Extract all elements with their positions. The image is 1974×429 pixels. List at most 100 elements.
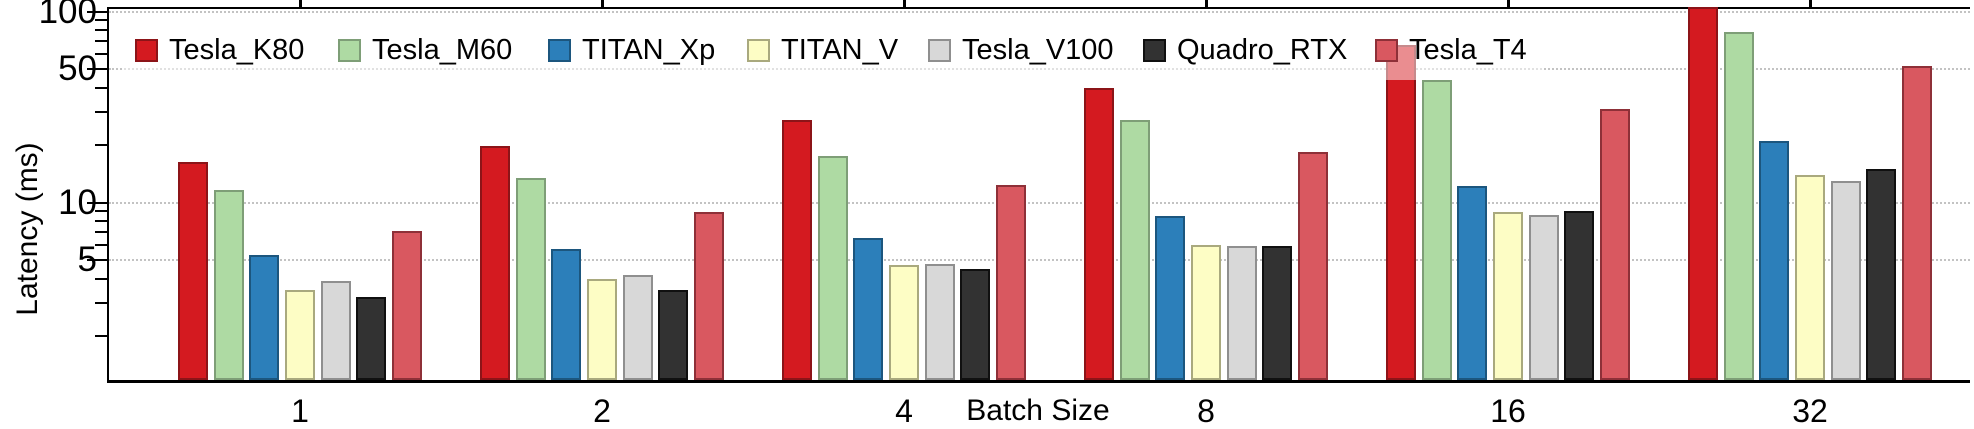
bar-TITAN_V-batch-1	[285, 289, 315, 380]
x-tick-label-8: 8	[1197, 393, 1215, 429]
bar-Tesla_K80-batch-1	[178, 161, 209, 380]
legend-label-Quadro_RTX: Quadro_RTX	[1177, 34, 1348, 66]
y-minor-tick-3	[95, 301, 107, 304]
y-minor-tick-20	[95, 144, 107, 147]
bar-Tesla_K80-batch-32	[1688, 6, 1719, 380]
legend-label-Tesla_M60: Tesla_M60	[372, 34, 513, 66]
legend-label-TITAN_V: TITAN_V	[781, 34, 899, 66]
x-top-tick-2	[600, 0, 604, 7]
bar-Tesla_K80-batch-16	[1386, 44, 1417, 380]
x-top-tick-1	[298, 0, 302, 7]
bar-TITAN_Xp-batch-16	[1457, 185, 1488, 380]
x-tick-label-16: 16	[1490, 393, 1526, 429]
bar-TITAN_V-batch-4	[889, 265, 919, 380]
bar-Tesla_T4-batch-2	[693, 212, 724, 380]
bar-Quadro_RTX-batch-4	[960, 268, 991, 380]
y-minor-tick-4	[95, 277, 107, 280]
legend-swatch-Tesla_K80	[135, 39, 158, 62]
y-minor-tick-80	[95, 29, 107, 32]
legend-swatch-Tesla_T4	[1375, 39, 1398, 62]
x-axis-title: Batch Size	[966, 394, 1110, 427]
bar-Tesla_M60-batch-8	[1119, 120, 1150, 380]
y-tick-label-10: 10	[58, 182, 97, 222]
bar-Tesla_T4-batch-8	[1297, 151, 1328, 380]
bar-Tesla_M60-batch-4	[817, 155, 848, 380]
y-tick-label-5: 5	[77, 240, 97, 280]
y-minor-tick-8	[95, 220, 107, 223]
bar-Tesla_M60-batch-16	[1421, 79, 1452, 380]
plot-frame-top	[107, 7, 1970, 9]
bar-Tesla_V100-batch-8	[1226, 246, 1257, 380]
x-top-tick-16	[1506, 0, 1510, 7]
legend-swatch-Quadro_RTX	[1143, 39, 1166, 62]
y-tick-label-50: 50	[58, 49, 97, 89]
gridline-5	[109, 259, 1970, 262]
bar-Tesla_M60-batch-32	[1723, 32, 1754, 380]
bar-Tesla_K80-batch-8	[1084, 87, 1115, 380]
bar-Tesla_V100-batch-1	[320, 280, 351, 380]
y-minor-tick-6	[95, 244, 107, 247]
bar-TITAN_V-batch-8	[1191, 245, 1221, 380]
bar-Tesla_T4-batch-16	[1599, 108, 1630, 380]
bar-Tesla_V100-batch-16	[1528, 215, 1559, 380]
bar-Tesla_V100-batch-32	[1830, 180, 1861, 380]
y-major-tick-50	[87, 68, 107, 71]
x-tick-label-32: 32	[1792, 393, 1828, 429]
y-tick-label-100: 100	[38, 0, 97, 31]
bar-Quadro_RTX-batch-32	[1866, 169, 1897, 380]
bar-TITAN_Xp-batch-4	[853, 238, 884, 380]
legend-label-Tesla_K80: Tesla_K80	[169, 34, 305, 66]
bar-Quadro_RTX-batch-16	[1564, 211, 1595, 380]
y-major-tick-10	[87, 201, 107, 204]
bar-TITAN_V-batch-2	[587, 278, 617, 380]
y-minor-tick-7	[95, 231, 107, 234]
x-tick-label-1: 1	[291, 393, 309, 429]
bar-Quadro_RTX-batch-8	[1262, 246, 1293, 380]
bar-Tesla_M60-batch-2	[515, 178, 546, 380]
y-minor-tick-70	[95, 40, 107, 43]
gridline-10	[109, 201, 1970, 204]
bar-TITAN_V-batch-16	[1493, 212, 1523, 380]
x-tick-label-2: 2	[593, 393, 611, 429]
x-tick-label-4: 4	[895, 393, 913, 429]
x-axis-line	[107, 380, 1970, 383]
gridline-100	[109, 10, 1970, 13]
plot-area	[87, 0, 1970, 383]
x-top-tick-32	[1808, 0, 1812, 7]
legend-swatch-Tesla_V100	[928, 39, 951, 62]
legend-label-TITAN_Xp: TITAN_Xp	[582, 34, 716, 66]
bar-TITAN_Xp-batch-2	[551, 249, 582, 380]
y-tick-labels: 100 50 10 5	[0, 0, 97, 429]
plot-frame-left	[107, 7, 109, 383]
bar-Tesla_M60-batch-1	[213, 189, 244, 380]
legend-swatch-TITAN_V	[747, 39, 770, 62]
bar-TITAN_Xp-batch-1	[249, 255, 280, 380]
legend-swatch-Tesla_M60	[338, 39, 361, 62]
y-minor-tick-9	[95, 210, 107, 213]
y-major-tick-5	[87, 259, 107, 262]
bar-Tesla_T4-batch-32	[1901, 65, 1932, 380]
legend-label-Tesla_T4: Tesla_T4	[1409, 34, 1527, 66]
y-minor-tick-30	[95, 110, 107, 113]
bar-Tesla_V100-batch-2	[622, 274, 653, 380]
y-minor-tick-40	[95, 86, 107, 89]
bar-Tesla_K80-batch-4	[782, 120, 813, 380]
bar-TITAN_V-batch-32	[1795, 174, 1825, 380]
bar-Tesla_K80-batch-2	[480, 145, 511, 380]
y-minor-tick-90	[95, 19, 107, 22]
bar-Tesla_T4-batch-1	[391, 231, 422, 380]
y-major-tick-100	[87, 10, 107, 13]
x-top-tick-8	[1204, 0, 1208, 7]
bar-TITAN_Xp-batch-8	[1155, 216, 1186, 380]
bar-Tesla_V100-batch-4	[924, 263, 955, 380]
legend-swatch-TITAN_Xp	[548, 39, 571, 62]
legend-label-Tesla_V100: Tesla_V100	[962, 34, 1114, 66]
y-minor-tick-2	[95, 335, 107, 338]
bar-Quadro_RTX-batch-1	[356, 297, 387, 380]
x-top-tick-4	[902, 0, 906, 7]
y-minor-tick-60	[95, 52, 107, 55]
bar-TITAN_Xp-batch-32	[1759, 141, 1790, 380]
bar-Tesla_T4-batch-4	[995, 184, 1026, 380]
bar-Quadro_RTX-batch-2	[658, 289, 689, 380]
